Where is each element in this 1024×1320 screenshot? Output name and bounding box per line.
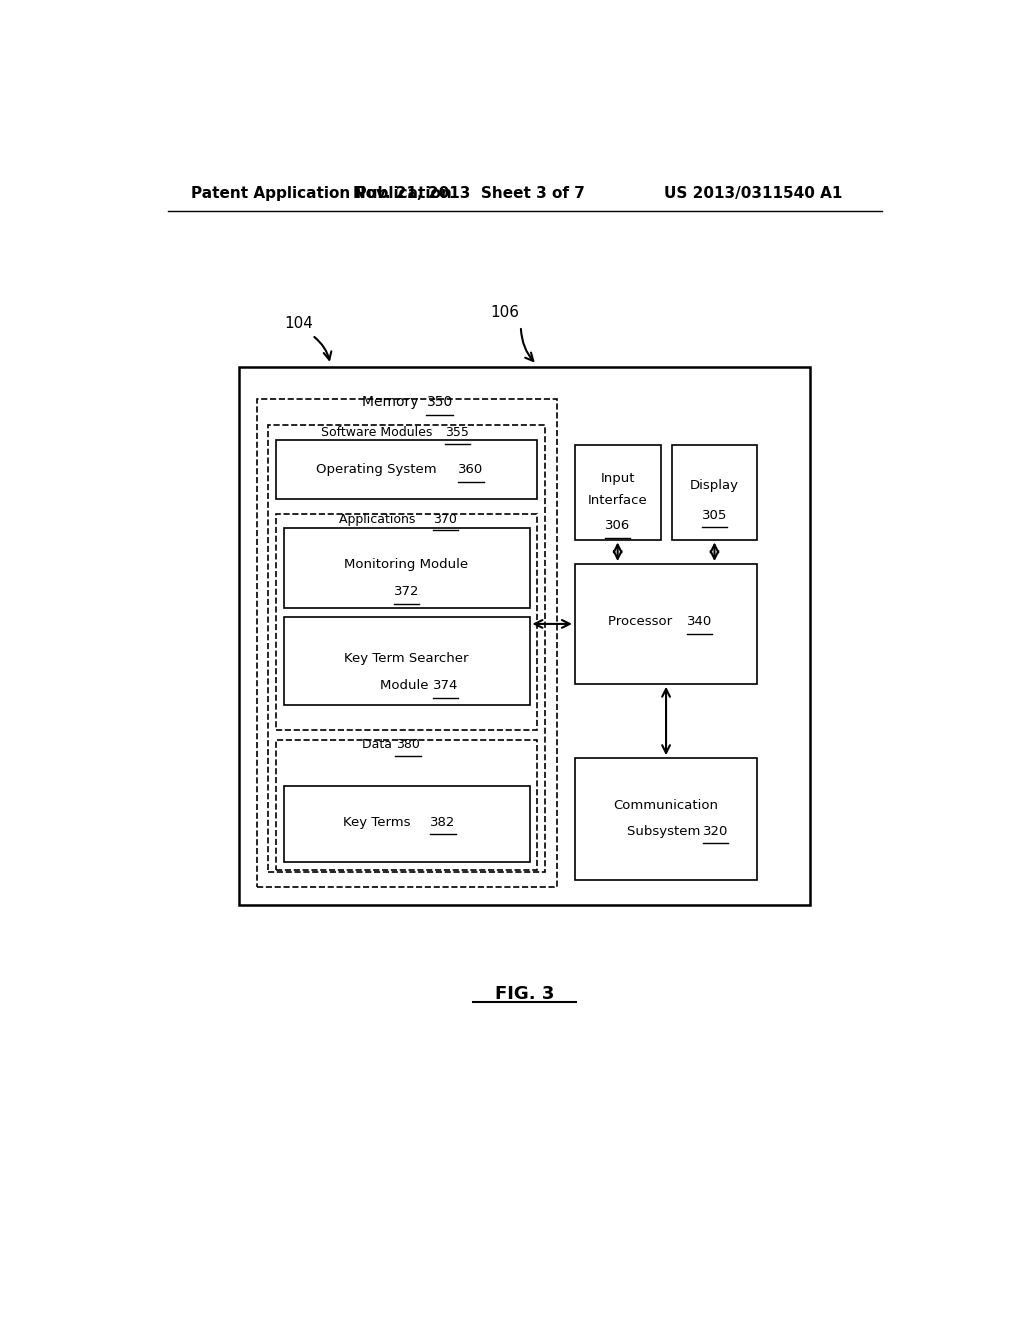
Text: Patent Application Publication: Patent Application Publication [191, 186, 453, 202]
Bar [267, 425, 546, 873]
Text: Data: Data [361, 738, 396, 751]
Bar [284, 785, 529, 862]
Bar [240, 367, 811, 906]
Text: Interface: Interface [588, 495, 647, 507]
Text: 380: 380 [396, 738, 420, 751]
Text: FIG. 3: FIG. 3 [496, 985, 554, 1003]
Bar [574, 445, 660, 540]
Text: 370: 370 [433, 512, 458, 525]
Text: Software Modules: Software Modules [322, 426, 436, 440]
Text: Communication: Communication [613, 800, 719, 812]
Bar [257, 399, 557, 887]
Text: 374: 374 [433, 680, 458, 693]
Bar [284, 528, 529, 607]
Text: 350: 350 [427, 395, 453, 409]
Text: 340: 340 [687, 615, 712, 628]
Bar [275, 440, 538, 499]
Text: Subsystem: Subsystem [628, 825, 705, 838]
Text: Nov. 21, 2013  Sheet 3 of 7: Nov. 21, 2013 Sheet 3 of 7 [353, 186, 585, 202]
Text: 355: 355 [445, 426, 469, 440]
Text: 320: 320 [702, 825, 728, 838]
Text: Processor: Processor [608, 615, 677, 628]
Text: 360: 360 [458, 463, 483, 477]
Bar [284, 616, 529, 705]
Text: Module: Module [380, 680, 433, 693]
Text: 372: 372 [394, 585, 419, 598]
Text: Input: Input [600, 473, 635, 484]
Text: 382: 382 [430, 816, 456, 829]
Text: Display: Display [690, 479, 739, 492]
Text: Memory: Memory [361, 395, 423, 409]
Text: Monitoring Module: Monitoring Module [344, 558, 469, 572]
Text: Key Term Searcher: Key Term Searcher [344, 652, 469, 665]
Bar [574, 758, 758, 880]
Text: 104: 104 [285, 315, 313, 330]
Text: 305: 305 [701, 508, 727, 521]
Text: 106: 106 [490, 305, 519, 321]
Text: Operating System: Operating System [316, 463, 441, 477]
Text: US 2013/0311540 A1: US 2013/0311540 A1 [664, 186, 842, 202]
Bar [275, 739, 538, 870]
Text: Applications: Applications [339, 512, 419, 525]
Text: Key Terms: Key Terms [343, 816, 415, 829]
Bar [672, 445, 758, 540]
Bar [275, 513, 538, 730]
Bar [574, 564, 758, 684]
Text: 306: 306 [605, 519, 631, 532]
